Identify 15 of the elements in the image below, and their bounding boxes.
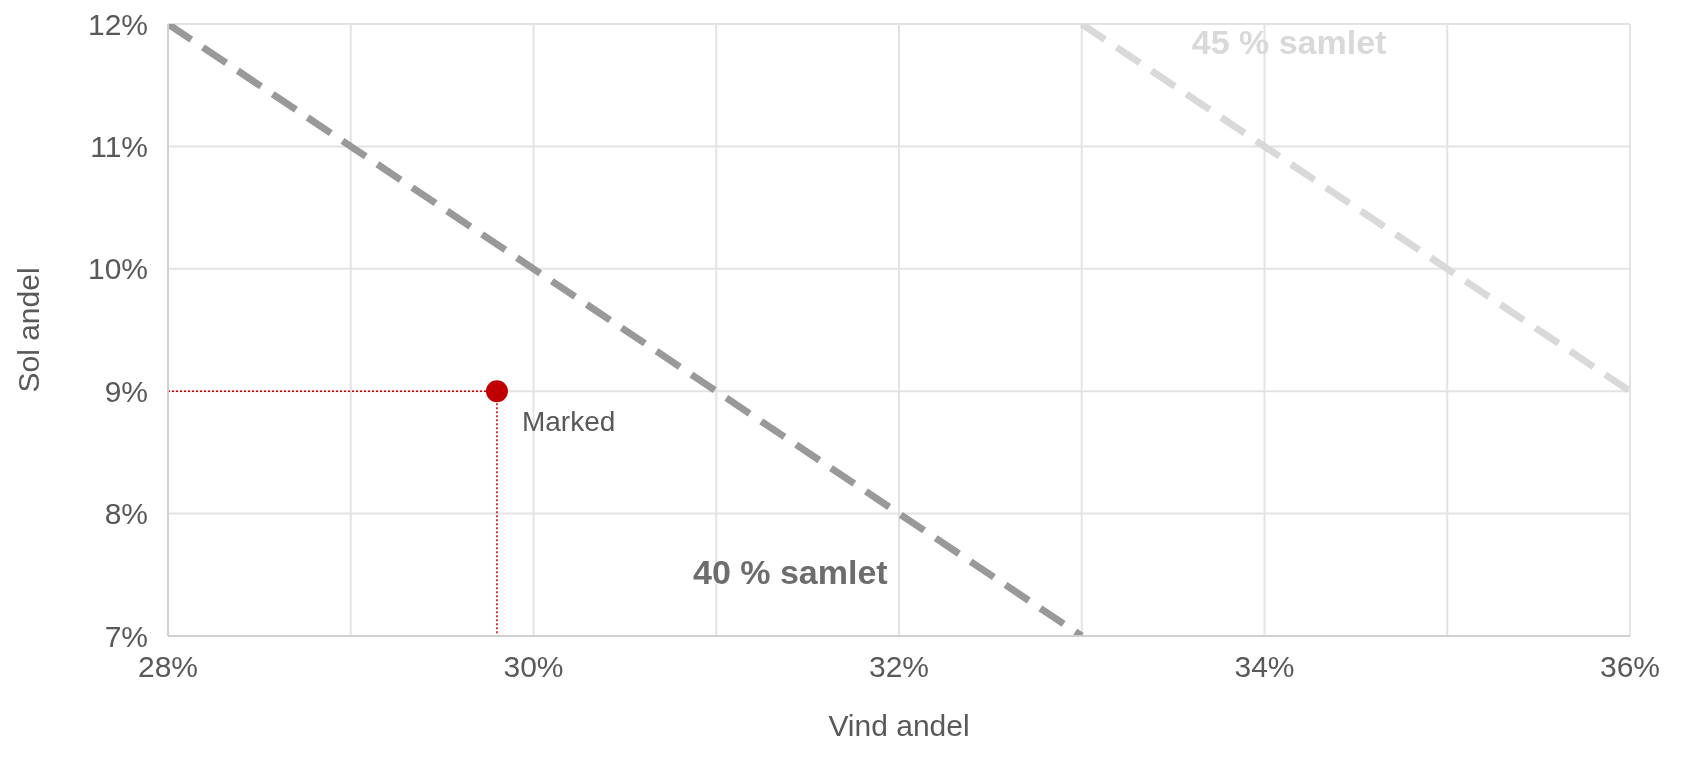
series-label: 40 % samlet bbox=[693, 553, 888, 591]
x-tick-label: 36% bbox=[1599, 650, 1661, 684]
x-tick-label: 28% bbox=[137, 650, 199, 684]
x-tick-label: 32% bbox=[868, 650, 930, 684]
y-tick-label: 11% bbox=[90, 130, 148, 164]
series-label: Marked bbox=[521, 406, 616, 438]
y-tick-label: 7% bbox=[104, 619, 148, 653]
y-tick-label: 9% bbox=[104, 374, 148, 408]
y-tick-label: 12% bbox=[87, 7, 148, 41]
y-tick-label: 8% bbox=[104, 497, 148, 531]
x-tick-label: 30% bbox=[503, 650, 564, 684]
x-tick-label: 34% bbox=[1234, 650, 1295, 684]
x-axis-title: Vind andel bbox=[828, 709, 970, 742]
y-axis-title: Sol andel bbox=[11, 267, 45, 393]
y-tick-label: 10% bbox=[87, 252, 148, 286]
